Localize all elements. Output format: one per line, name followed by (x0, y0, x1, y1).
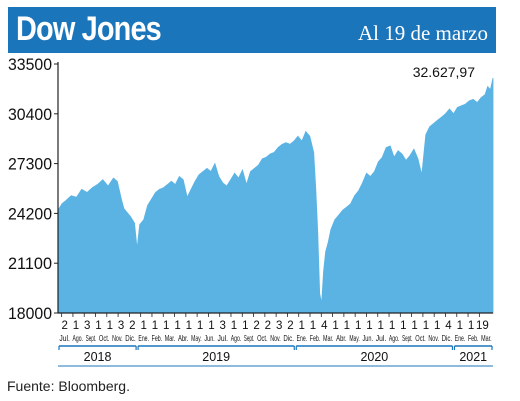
x-month-label: Dic. (283, 334, 294, 343)
x-day-label: 1 (344, 320, 350, 332)
x-month-label: Oct. (257, 334, 268, 343)
x-month-label: Oct. (99, 334, 110, 343)
x-month-label: Feb. (310, 334, 321, 343)
x-day-label: 3 (219, 320, 225, 332)
x-day-label: 1 (411, 320, 417, 332)
x-day-label: 1 (310, 320, 316, 332)
area-layer (57, 77, 494, 314)
x-day-label: 1 (174, 320, 180, 332)
x-month-label: Sept. (86, 334, 97, 343)
last-value-annotation: 32.627,97 (413, 64, 475, 80)
x-month-label: Jun. (204, 334, 215, 343)
x-day-label: 1 (73, 320, 79, 332)
x-day-label: 4 (445, 320, 452, 332)
x-day-label: 2 (61, 320, 67, 332)
x-month-label: Ene. (138, 334, 149, 343)
x-day-label: 1 (366, 320, 372, 332)
x-year-label: 2019 (202, 350, 230, 364)
x-month-label: Nov. (428, 334, 439, 343)
dow-series-area (57, 77, 494, 314)
x-axis: 2 1 3 1 1 3 2 1 1 1 1 1 1 1 3 1 1 2 2 3 2 1 1 4 1 1 1 1 1 1 1 1 1 1 4 1 1 19J… (58, 312, 493, 367)
x-day-label: 1 (423, 320, 429, 332)
chart-subtitle: Al 19 de marzo (357, 21, 488, 45)
x-year-label: 2020 (360, 350, 388, 364)
x-day-label: 1 (332, 320, 338, 332)
source-note: Fuente: Bloomberg. (7, 378, 130, 394)
x-day-label: 1 (468, 320, 474, 332)
x-day-label: 1 (355, 320, 361, 332)
y-tick-label: 27300 (8, 155, 52, 174)
x-day-label: 3 (84, 320, 90, 332)
x-day-label: 1 (378, 320, 384, 332)
x-day-label: 1 (186, 320, 192, 332)
x-month-label: Feb. (152, 334, 163, 343)
x-month-label: Jul. (218, 334, 229, 343)
x-day-label: 4 (321, 320, 328, 332)
x-year-label: 2021 (459, 350, 487, 364)
x-day-label: 1 (299, 320, 305, 332)
x-day-label: 1 (457, 320, 463, 332)
x-month-label: Sept. (402, 334, 413, 343)
x-month-label: Nov. (112, 334, 123, 343)
x-month-label: Nov. (270, 334, 281, 343)
x-day-label: 1 (140, 320, 146, 332)
x-month-label: May. (191, 334, 202, 343)
x-day-label: 1 (95, 320, 101, 332)
x-month-label: Jul. (59, 334, 70, 343)
x-month-label: May. (349, 334, 360, 343)
y-tick-label: 18000 (8, 304, 52, 323)
x-month-label: Mar. (323, 334, 334, 343)
x-month-label: Ago. (231, 334, 242, 343)
y-tick-label: 21100 (8, 254, 52, 273)
x-day-label: 1 (231, 320, 237, 332)
x-month-label: Sept. (244, 334, 255, 343)
x-day-label: 3 (276, 320, 282, 332)
x-day-label: 1 (107, 320, 113, 332)
x-day-label: 1 (163, 320, 169, 332)
x-month-label: Ago. (389, 334, 400, 343)
x-month-label: Dic. (442, 334, 453, 343)
y-tick-label: 24200 (8, 204, 52, 223)
x-day-label: 2 (265, 320, 271, 332)
x-month-label: Jul. (376, 334, 387, 343)
x-day-label: 1 (208, 320, 214, 332)
x-day-label: 1 (152, 320, 158, 332)
x-month-label: Oct. (415, 334, 426, 343)
x-month-label: Ago. (73, 334, 84, 343)
x-month-label: Mar. (165, 334, 176, 343)
x-month-label: Feb. (468, 334, 479, 343)
x-month-label: Jun. (363, 334, 374, 343)
x-month-label: Abr. (336, 334, 347, 343)
x-year-label: 2018 (84, 350, 112, 364)
x-month-label: Dic. (125, 334, 136, 343)
chart-title: Dow Jones (16, 10, 162, 48)
x-day-label: 1 (197, 320, 203, 332)
y-tick-label: 30400 (8, 105, 52, 124)
x-month-label: Ene. (455, 334, 466, 343)
y-tick-label: 33500 (8, 55, 52, 74)
x-day-label: 3 (118, 320, 124, 332)
x-month-label: Mar. (481, 334, 492, 343)
x-month-label: Abr. (178, 334, 189, 343)
x-day-label: 1 (242, 320, 248, 332)
x-day-label: 1 (389, 320, 395, 332)
x-day-label: 2 (253, 320, 259, 332)
x-day-label: 1 (400, 320, 406, 332)
x-month-label: Ene. (297, 334, 308, 343)
x-day-label: 2 (287, 320, 293, 332)
y-axis: 33500 30400 27300 24200 21100 18000 (8, 55, 59, 323)
x-day-label: 19 (476, 320, 489, 332)
x-day-label: 1 (434, 320, 440, 332)
chart-header: Dow Jones Al 19 de marzo (8, 7, 496, 53)
x-day-label: 2 (129, 320, 135, 332)
